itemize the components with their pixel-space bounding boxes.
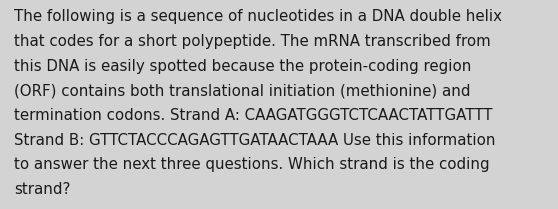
Text: that codes for a short polypeptide. The mRNA transcribed from: that codes for a short polypeptide. The … <box>14 34 490 49</box>
Text: this DNA is easily spotted because the protein-coding region: this DNA is easily spotted because the p… <box>14 59 472 74</box>
Text: strand?: strand? <box>14 182 70 197</box>
Text: to answer the next three questions. Which strand is the coding: to answer the next three questions. Whic… <box>14 157 489 172</box>
Text: termination codons. Strand A: CAAGATGGGTCTCAACTATTGATTT: termination codons. Strand A: CAAGATGGGT… <box>14 108 493 123</box>
Text: The following is a sequence of nucleotides in a DNA double helix: The following is a sequence of nucleotid… <box>14 9 502 24</box>
Text: (ORF) contains both translational initiation (methionine) and: (ORF) contains both translational initia… <box>14 83 470 98</box>
Text: Strand B: GTTCTACCCAGAGTTGATAACTAAA Use this information: Strand B: GTTCTACCCAGAGTTGATAACTAAA Use … <box>14 133 496 148</box>
